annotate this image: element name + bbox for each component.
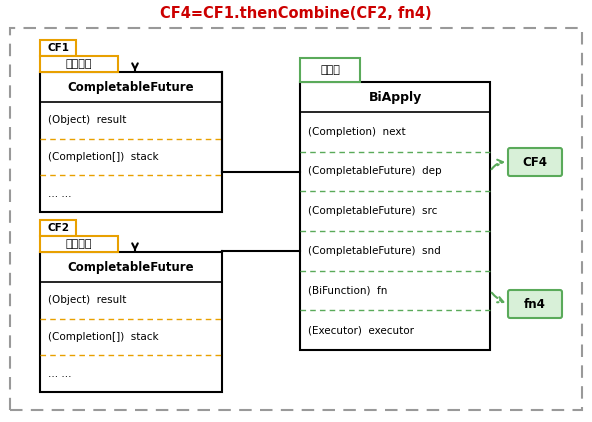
Text: (Completion[])  stack: (Completion[]) stack xyxy=(48,152,159,162)
Text: (Completion)  next: (Completion) next xyxy=(308,127,406,137)
Bar xyxy=(40,252,222,392)
Text: CF4: CF4 xyxy=(523,155,548,168)
Bar xyxy=(300,58,360,82)
Bar xyxy=(40,72,222,212)
Bar xyxy=(300,82,490,350)
Bar xyxy=(40,40,76,56)
Text: 被观察者: 被观察者 xyxy=(66,59,92,69)
Text: (CompletableFuture)  snd: (CompletableFuture) snd xyxy=(308,246,441,256)
FancyBboxPatch shape xyxy=(508,290,562,318)
Text: (BiFunction)  fn: (BiFunction) fn xyxy=(308,286,387,295)
Bar xyxy=(40,220,76,236)
Text: BiApply: BiApply xyxy=(368,90,422,103)
Text: (Completion[])  stack: (Completion[]) stack xyxy=(48,332,159,342)
Text: (Executor)  executor: (Executor) executor xyxy=(308,325,414,335)
Bar xyxy=(40,236,118,252)
Text: CompletableFuture: CompletableFuture xyxy=(67,260,194,273)
Text: (Object)  result: (Object) result xyxy=(48,115,126,125)
Text: ... ...: ... ... xyxy=(48,369,72,379)
Text: CF2: CF2 xyxy=(47,223,69,233)
Bar xyxy=(40,56,118,72)
Text: 观察者: 观察者 xyxy=(320,65,340,75)
Text: CF4=CF1.thenCombine(CF2, fn4): CF4=CF1.thenCombine(CF2, fn4) xyxy=(160,6,432,22)
Text: ... ...: ... ... xyxy=(48,189,72,199)
Text: (CompletableFuture)  src: (CompletableFuture) src xyxy=(308,206,437,216)
Text: fn4: fn4 xyxy=(524,298,546,311)
Text: 被观察者: 被观察者 xyxy=(66,239,92,249)
Text: CompletableFuture: CompletableFuture xyxy=(67,81,194,94)
Text: (CompletableFuture)  dep: (CompletableFuture) dep xyxy=(308,167,442,176)
FancyBboxPatch shape xyxy=(508,148,562,176)
Text: CF1: CF1 xyxy=(47,43,69,53)
Text: (Object)  result: (Object) result xyxy=(48,295,126,306)
